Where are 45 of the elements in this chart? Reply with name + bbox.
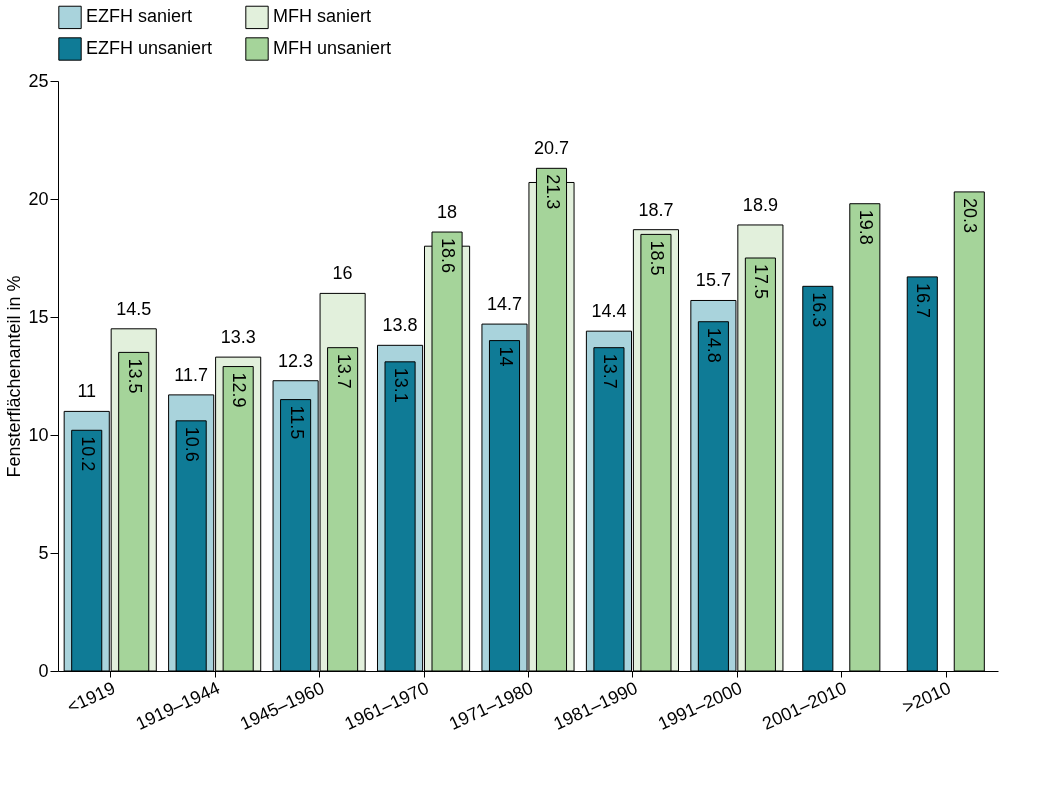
data-label: 18: [437, 202, 458, 223]
y-tick-label: 20: [28, 188, 49, 209]
data-label: 20.3: [960, 197, 981, 233]
x-tick-label: >2010: [899, 677, 954, 718]
y-tick-label: 0: [38, 660, 49, 681]
data-label: 13.8: [382, 315, 418, 336]
y-tick-label: 10: [28, 424, 49, 445]
data-label: 13.3: [220, 327, 256, 348]
data-label: 20.7: [533, 138, 570, 159]
data-label: 16: [332, 263, 353, 284]
data-label: 14.8: [704, 327, 725, 363]
data-label: 10.2: [77, 436, 98, 472]
data-label: 18.6: [438, 238, 459, 274]
data-label: 12.9: [229, 372, 250, 408]
y-axis-title: Fensterflächenanteil in %: [4, 275, 25, 478]
data-label: 19.8: [855, 209, 876, 245]
data-label: 11.7: [174, 364, 209, 385]
data-label: 11.5: [286, 405, 307, 440]
data-label: 10.6: [182, 426, 203, 462]
data-label: 21.3: [542, 174, 563, 210]
y-tick-label: 5: [38, 542, 49, 563]
data-label: 18.5: [646, 240, 667, 276]
data-label: 14: [495, 346, 516, 367]
data-label: 13.7: [599, 353, 620, 389]
legend-label: EZFH saniert: [86, 6, 193, 27]
data-label: 12.3: [278, 350, 314, 371]
data-label: 11: [77, 381, 97, 402]
y-tick-label: 15: [28, 306, 49, 327]
legend-label: MFH saniert: [273, 6, 372, 27]
legend-label: MFH unsaniert: [273, 38, 392, 58]
data-label: 17.5: [751, 264, 772, 300]
x-tick-label: <1919: [64, 677, 119, 718]
legend-label: EZFH unsaniert: [86, 38, 213, 58]
data-label: 15.7: [695, 270, 731, 291]
data-label: 13.5: [124, 358, 145, 394]
data-label: 18.9: [742, 194, 778, 215]
data-label: 13.7: [333, 353, 354, 389]
data-label: 14.7: [486, 294, 523, 315]
data-label: 18.7: [638, 199, 674, 220]
data-label: 13.1: [391, 367, 412, 403]
data-label: 16.3: [808, 292, 829, 328]
data-label: 14.4: [591, 301, 627, 322]
data-label: 14.5: [116, 298, 152, 319]
data-label: 16.7: [913, 282, 934, 318]
y-tick-label: 25: [28, 70, 49, 91]
